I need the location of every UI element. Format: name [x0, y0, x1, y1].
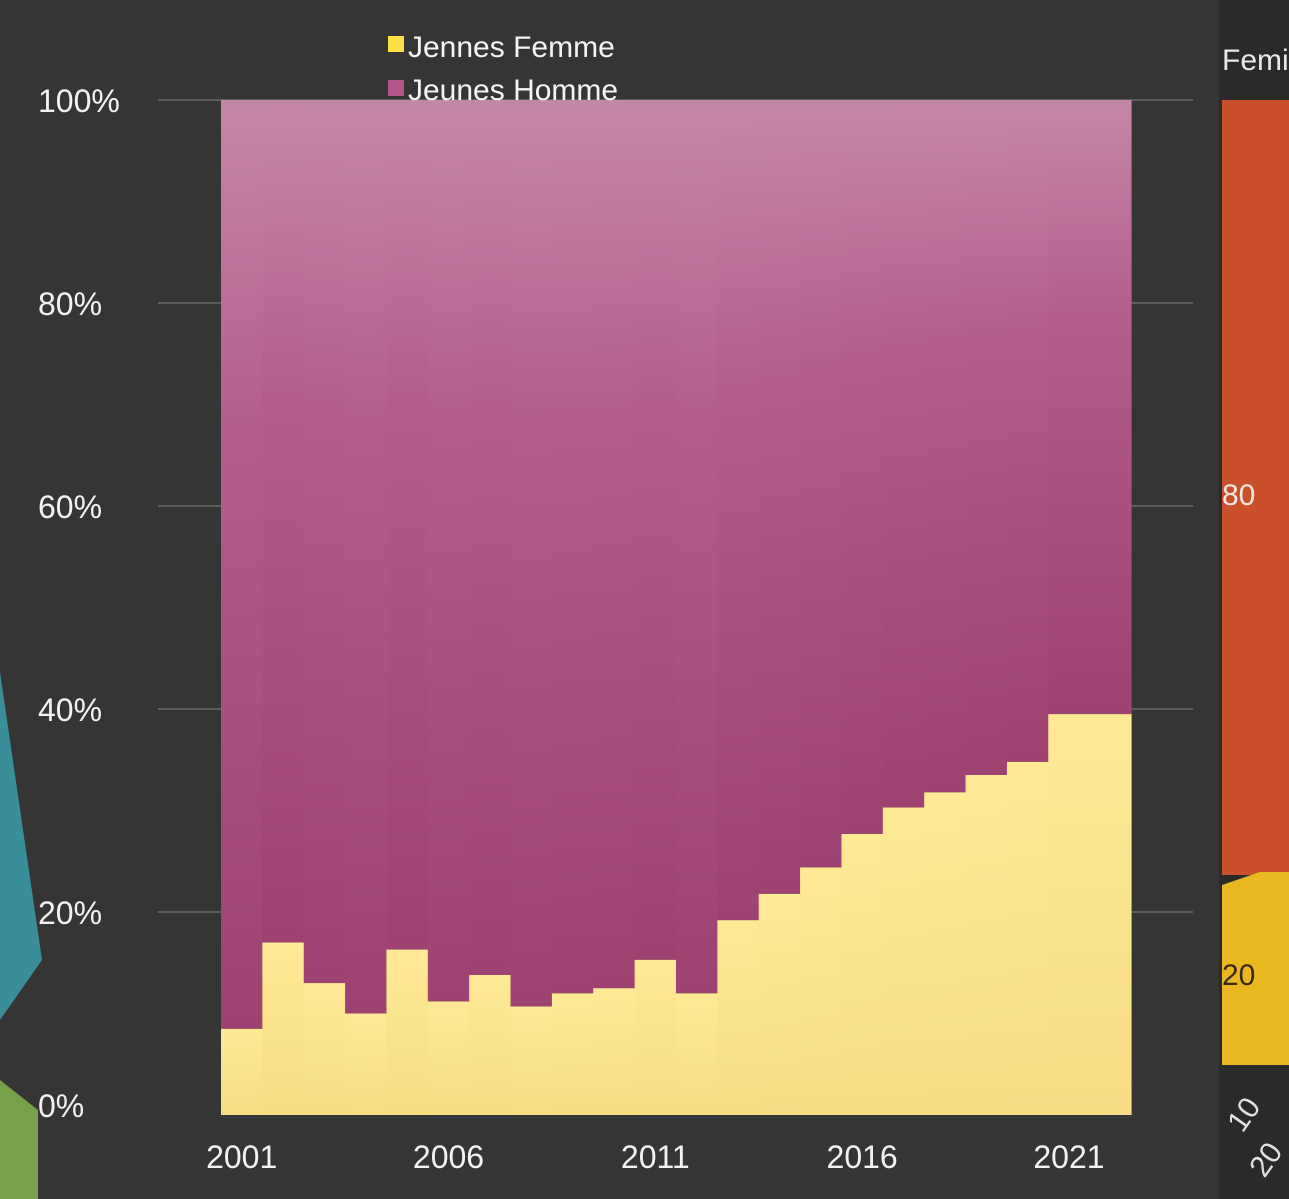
- bar-jeunes-homme: [469, 100, 512, 975]
- bar-jeunes-homme: [717, 100, 760, 921]
- bar-jeunes-homme: [634, 100, 677, 960]
- bar-jennes-femme: [882, 807, 925, 1115]
- x-tick-label: 2006: [413, 1139, 484, 1175]
- bar-jennes-femme: [717, 920, 760, 1115]
- x-tick-label: 2016: [827, 1139, 898, 1175]
- bar-jennes-femme: [469, 974, 512, 1115]
- bar-jeunes-homme: [758, 100, 801, 894]
- bar-jeunes-homme: [386, 100, 429, 950]
- bar-jeunes-homme: [510, 100, 553, 1007]
- bar-jennes-femme: [593, 988, 636, 1115]
- bar-jeunes-homme: [965, 100, 1008, 775]
- y-tick-label: 20%: [38, 895, 102, 931]
- green-decoration: [0, 1080, 38, 1199]
- bar-jeunes-homme: [221, 100, 263, 1029]
- legend: Jennes Femme Jeunes Homme: [388, 31, 618, 107]
- legend-swatch-femme: [388, 36, 404, 52]
- bar-jennes-femme: [510, 1006, 553, 1115]
- bar-jeunes-homme: [882, 100, 925, 808]
- x-tick-label: 2001: [206, 1139, 277, 1175]
- bar-jennes-femme: [758, 893, 801, 1115]
- legend-swatch-homme: [388, 80, 404, 96]
- bar-jennes-femme: [262, 942, 305, 1115]
- bar-jeunes-homme: [303, 100, 346, 984]
- bar-jennes-femme: [965, 774, 1008, 1115]
- y-tick-label: 80%: [38, 286, 102, 322]
- y-tick-label: 100%: [38, 83, 120, 119]
- legend-label-femme: Jennes Femme: [408, 31, 615, 64]
- bar-jeunes-homme: [1048, 100, 1091, 715]
- bar-jennes-femme: [303, 983, 346, 1115]
- bar-jennes-femme: [1006, 761, 1049, 1115]
- bar-jennes-femme: [634, 959, 677, 1115]
- bar-jeunes-homme: [676, 100, 718, 994]
- bar-jennes-femme: [676, 993, 718, 1115]
- bar-jeunes-homme: [841, 100, 884, 834]
- bar-jennes-femme: [1089, 714, 1132, 1115]
- bar-jeunes-homme: [1006, 100, 1049, 762]
- bar-jeunes-homme: [262, 100, 305, 943]
- partial-right-chart: Femi 80 20 10 20: [1221, 44, 1289, 1183]
- y-tick-label: 60%: [38, 489, 102, 525]
- bar-series: [221, 100, 1132, 1115]
- bar-jennes-femme: [386, 949, 429, 1115]
- bar-jeunes-homme: [924, 100, 967, 793]
- y-tick-label: 40%: [38, 692, 102, 728]
- bar-jennes-femme: [841, 833, 884, 1115]
- bar-jennes-femme: [551, 993, 594, 1115]
- x-tick-label: 2021: [1033, 1139, 1104, 1175]
- bar-jeunes-homme: [1089, 100, 1132, 715]
- bar-jeunes-homme: [800, 100, 843, 868]
- bar-jennes-femme: [1048, 714, 1091, 1115]
- partial-legend-fragment: Femi: [1222, 44, 1289, 77]
- bar-jennes-femme: [800, 867, 843, 1115]
- bar-jeunes-homme: [551, 100, 594, 994]
- x-tick-label: 2011: [621, 1139, 690, 1175]
- teal-decoration: [0, 672, 42, 1020]
- bar-jeunes-homme: [345, 100, 388, 1014]
- y-tick-label: 0%: [38, 1088, 84, 1124]
- bar-jennes-femme: [427, 1001, 470, 1115]
- bar-jeunes-homme: [427, 100, 470, 1002]
- bar-jennes-femme: [345, 1013, 388, 1115]
- bar-jeunes-homme: [593, 100, 636, 989]
- x-axis-ticks: 2001 2006 2011 2016 2021: [206, 1139, 1104, 1175]
- partial-bar-lower: [1222, 872, 1289, 1065]
- partial-bar-upper: [1222, 100, 1289, 875]
- y-axis-ticks: 0% 20% 40% 60% 80% 100%: [38, 83, 120, 1124]
- bar-jennes-femme: [924, 792, 967, 1115]
- partial-tick-20: 20: [1222, 959, 1255, 992]
- legend-label-homme: Jeunes Homme: [408, 74, 618, 107]
- partial-tick-80: 80: [1222, 479, 1255, 512]
- bar-jennes-femme: [221, 1028, 263, 1115]
